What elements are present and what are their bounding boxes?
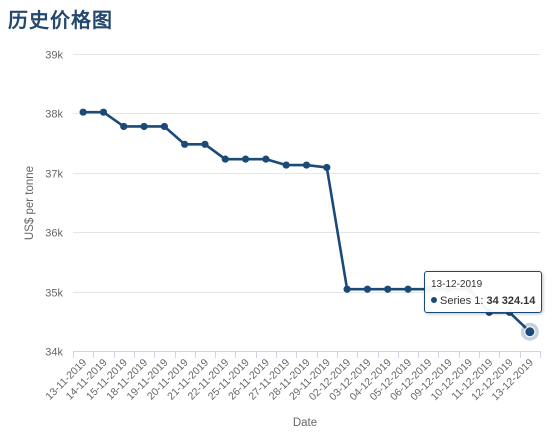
tooltip-date: 13-12-2019 bbox=[431, 279, 483, 290]
tooltip-series-dot-icon bbox=[431, 297, 437, 303]
page-title: 历史价格图 bbox=[8, 8, 113, 32]
data-point bbox=[79, 108, 87, 116]
data-point bbox=[241, 155, 250, 163]
data-point bbox=[363, 285, 372, 293]
data-point bbox=[302, 161, 311, 169]
data-point bbox=[282, 161, 290, 169]
x-axis-title: Date bbox=[293, 417, 317, 429]
data-point bbox=[404, 285, 412, 293]
data-point bbox=[201, 140, 209, 148]
data-point bbox=[323, 163, 331, 172]
data-point bbox=[181, 140, 189, 148]
grid-lines bbox=[73, 54, 540, 293]
x-axis: 13-11-201914-11-201915-11-201918-11-2019… bbox=[43, 351, 541, 403]
y-axis-title: US$ per tonne bbox=[24, 166, 36, 240]
data-point bbox=[221, 155, 229, 163]
y-tick-label: 39k bbox=[45, 50, 63, 62]
data-point bbox=[160, 122, 168, 131]
y-tick-label: 35k bbox=[45, 288, 63, 300]
data-point bbox=[99, 108, 108, 116]
data-point bbox=[343, 285, 351, 293]
tooltip-value: 34 324.14 bbox=[486, 295, 536, 307]
y-tick-label: 38k bbox=[45, 109, 63, 121]
y-tick-label: 37k bbox=[45, 169, 63, 181]
tooltip-series-name: Series 1 bbox=[440, 295, 481, 307]
tooltip-row: Series 1: 34 324.14 bbox=[431, 295, 535, 308]
hover-point bbox=[524, 326, 536, 338]
y-tick-label: 34k bbox=[45, 347, 63, 359]
data-point bbox=[140, 122, 148, 131]
data-point bbox=[120, 122, 128, 131]
data-tooltip: 13-12-2019 Series 1: 34 324.14 bbox=[424, 271, 542, 313]
hover-layer bbox=[520, 322, 539, 341]
data-point bbox=[262, 155, 270, 163]
y-axis: 34k 35k 36k 37k 38k 39k bbox=[45, 50, 63, 359]
y-tick-label: 36k bbox=[45, 228, 63, 240]
data-point bbox=[384, 285, 392, 293]
